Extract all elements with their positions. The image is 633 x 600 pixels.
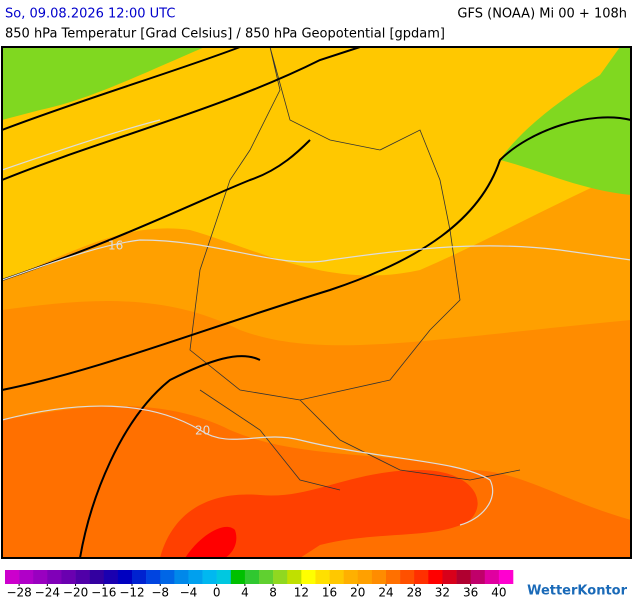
- legend-tick-label: −24: [35, 586, 60, 600]
- legend-swatch: [61, 570, 76, 584]
- legend-swatch: [329, 570, 344, 584]
- legend-swatch: [343, 570, 359, 584]
- legend-swatch: [146, 570, 161, 584]
- date: So, 09.08.2026 12:00 UTC: [5, 7, 175, 22]
- legend-swatch: [414, 570, 429, 584]
- brand: WetterKontor: [527, 584, 628, 599]
- legend-tick-label: 40: [491, 586, 506, 600]
- legend-swatch: [188, 570, 203, 584]
- legend-tick-label: 32: [435, 586, 450, 600]
- legend-tick-label: 12: [294, 586, 309, 600]
- legend-swatch: [174, 570, 189, 584]
- legend-tick-label: −20: [63, 586, 88, 600]
- legend-swatch: [357, 570, 373, 584]
- model: GFS (NOAA) Mi 00 + 108h: [457, 7, 627, 22]
- isotherm-label: 16: [108, 239, 123, 253]
- legend-swatch: [484, 570, 500, 584]
- subtitle: 850 hPa Temperatur [Grad Celsius] / 850 …: [5, 27, 445, 42]
- map: 16 20: [1, 46, 632, 559]
- legend-swatch: [132, 570, 147, 584]
- legend-tick-label: 8: [269, 586, 277, 600]
- legend-tick-label: −16: [91, 586, 116, 600]
- legend-tick-label: 20: [350, 586, 365, 600]
- legend-swatch: [315, 570, 330, 584]
- legend-swatch: [259, 570, 274, 584]
- legend-swatch: [371, 570, 387, 584]
- legend-tick-label: −4: [180, 586, 198, 600]
- isotherm-label: 20: [195, 424, 210, 438]
- legend-swatch: [428, 570, 443, 584]
- legend-swatch: [103, 570, 119, 584]
- legend-swatch: [456, 570, 471, 584]
- legend-swatch: [33, 570, 48, 584]
- legend-tick-label: 28: [407, 586, 422, 600]
- legend-swatch: [47, 570, 62, 584]
- legend-swatch: [19, 570, 34, 584]
- legend-swatch: [75, 570, 90, 584]
- legend-swatch: [160, 570, 175, 584]
- legend-swatch: [386, 570, 401, 584]
- legend-tick-label: −12: [119, 586, 144, 600]
- legend-swatch: [442, 570, 457, 584]
- legend-swatch: [301, 570, 316, 584]
- legend-swatch: [230, 570, 246, 584]
- legend: −28 −24 −20 −16 −12 −8 −4 0 4 8 12 16 20 24 28 32 36 40: [5, 570, 514, 600]
- legend-swatch: [117, 570, 133, 584]
- legend-tick-label: 4: [241, 586, 249, 600]
- legend-swatch: [89, 570, 105, 584]
- legend-swatch: [216, 570, 232, 584]
- legend-tick-label: 24: [378, 586, 393, 600]
- legend-swatch: [498, 570, 514, 584]
- legend-swatch: [287, 570, 302, 584]
- legend-tick-label: 0: [213, 586, 221, 600]
- legend-swatch: [400, 570, 415, 584]
- legend-swatch: [244, 570, 260, 584]
- legend-swatch: [5, 570, 20, 584]
- legend-tick-label: 36: [463, 586, 478, 600]
- legend-tick-label: −8: [151, 586, 169, 600]
- legend-tick-label: 16: [322, 586, 337, 600]
- legend-tick-label: −28: [6, 586, 31, 600]
- legend-swatch: [470, 570, 486, 584]
- legend-swatch: [273, 570, 288, 584]
- legend-swatch: [202, 570, 217, 584]
